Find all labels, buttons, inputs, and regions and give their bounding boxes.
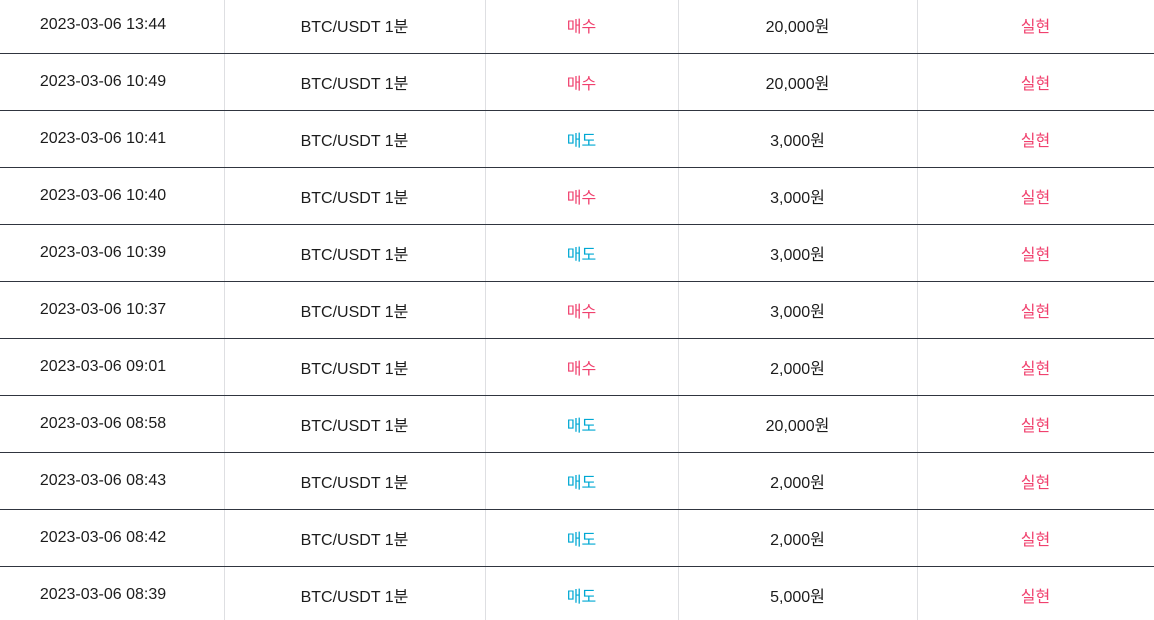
cell-side: 매도 xyxy=(566,588,597,606)
cell-market: BTC/USDT 1분 xyxy=(300,246,409,264)
cell-datetime: 2023-03-06 10:40 xyxy=(39,186,167,204)
cell-datetime: 2023-03-06 09:01 xyxy=(39,357,167,375)
cell-amount: 5,000원 xyxy=(770,588,825,606)
column-divider xyxy=(917,0,918,620)
cell-side: 매수 xyxy=(566,360,597,378)
cell-market: BTC/USDT 1분 xyxy=(300,75,409,93)
cell-amount: 2,000원 xyxy=(770,474,825,492)
cell-side: 매도 xyxy=(566,417,597,435)
cell-datetime: 2023-03-06 08:39 xyxy=(39,585,167,603)
cell-status: 실현 xyxy=(1020,132,1051,150)
cell-amount: 20,000원 xyxy=(765,18,830,36)
cell-datetime: 2023-03-06 10:41 xyxy=(39,129,167,147)
cell-status: 실현 xyxy=(1020,474,1051,492)
cell-market: BTC/USDT 1분 xyxy=(300,360,409,378)
cell-side: 매도 xyxy=(566,132,597,150)
cell-status: 실현 xyxy=(1020,18,1051,36)
table-row: 2023-03-06 10:37 BTC/USDT 1분 매수 3,000원 실… xyxy=(0,282,1154,339)
cell-amount: 2,000원 xyxy=(770,360,825,378)
cell-status: 실현 xyxy=(1020,189,1051,207)
table-row: 2023-03-06 08:58 BTC/USDT 1분 매도 20,000원 … xyxy=(0,396,1154,453)
cell-amount: 3,000원 xyxy=(770,303,825,321)
cell-side: 매수 xyxy=(566,18,597,36)
table-row: 2023-03-06 10:39 BTC/USDT 1분 매도 3,000원 실… xyxy=(0,225,1154,282)
cell-market: BTC/USDT 1분 xyxy=(300,189,409,207)
cell-side: 매도 xyxy=(566,531,597,549)
table-row: 2023-03-06 08:42 BTC/USDT 1분 매도 2,000원 실… xyxy=(0,510,1154,567)
cell-market: BTC/USDT 1분 xyxy=(300,417,409,435)
cell-datetime: 2023-03-06 08:58 xyxy=(39,414,167,432)
table-row: 2023-03-06 10:41 BTC/USDT 1분 매도 3,000원 실… xyxy=(0,111,1154,168)
cell-amount: 3,000원 xyxy=(770,132,825,150)
table-row: 2023-03-06 08:43 BTC/USDT 1분 매도 2,000원 실… xyxy=(0,453,1154,510)
cell-side: 매도 xyxy=(566,246,597,264)
column-divider xyxy=(485,0,486,620)
cell-status: 실현 xyxy=(1020,417,1051,435)
cell-datetime: 2023-03-06 13:44 xyxy=(39,15,167,33)
cell-amount: 3,000원 xyxy=(770,246,825,264)
cell-market: BTC/USDT 1분 xyxy=(300,18,409,36)
table-row: 2023-03-06 10:40 BTC/USDT 1분 매수 3,000원 실… xyxy=(0,168,1154,225)
cell-market: BTC/USDT 1분 xyxy=(300,588,409,606)
cell-datetime: 2023-03-06 08:42 xyxy=(39,528,167,546)
table-row: 2023-03-06 08:39 BTC/USDT 1분 매도 5,000원 실… xyxy=(0,567,1154,620)
cell-side: 매수 xyxy=(566,189,597,207)
cell-status: 실현 xyxy=(1020,360,1051,378)
cell-datetime: 2023-03-06 10:39 xyxy=(39,243,167,261)
cell-market: BTC/USDT 1분 xyxy=(300,531,409,549)
cell-amount: 3,000원 xyxy=(770,189,825,207)
cell-amount: 2,000원 xyxy=(770,531,825,549)
cell-status: 실현 xyxy=(1020,303,1051,321)
column-divider xyxy=(224,0,225,620)
cell-status: 실현 xyxy=(1020,75,1051,93)
cell-status: 실현 xyxy=(1020,246,1051,264)
cell-market: BTC/USDT 1분 xyxy=(300,303,409,321)
cell-status: 실현 xyxy=(1020,531,1051,549)
cell-status: 실현 xyxy=(1020,588,1051,606)
table-row: 2023-03-06 10:49 BTC/USDT 1분 매수 20,000원 … xyxy=(0,54,1154,111)
cell-side: 매수 xyxy=(566,75,597,93)
cell-amount: 20,000원 xyxy=(765,417,830,435)
cell-datetime: 2023-03-06 10:49 xyxy=(39,72,167,90)
cell-datetime: 2023-03-06 08:43 xyxy=(39,471,167,489)
cell-market: BTC/USDT 1분 xyxy=(300,474,409,492)
table-row: 2023-03-06 13:44 BTC/USDT 1분 매수 20,000원 … xyxy=(0,0,1154,54)
column-divider xyxy=(678,0,679,620)
cell-datetime: 2023-03-06 10:37 xyxy=(39,300,167,318)
cell-side: 매수 xyxy=(566,303,597,321)
cell-side: 매도 xyxy=(566,474,597,492)
cell-amount: 20,000원 xyxy=(765,75,830,93)
cell-market: BTC/USDT 1분 xyxy=(300,132,409,150)
table-row: 2023-03-06 09:01 BTC/USDT 1분 매수 2,000원 실… xyxy=(0,339,1154,396)
